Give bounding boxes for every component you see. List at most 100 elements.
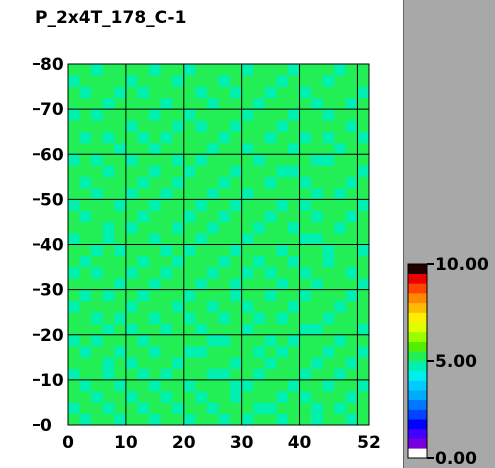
heat-cell — [241, 357, 254, 369]
heat-cell — [230, 199, 242, 211]
heat-cell — [322, 176, 335, 189]
heat-cell — [149, 300, 161, 313]
heat-cell — [322, 391, 335, 403]
heat-cell — [334, 278, 347, 290]
heat-cell — [345, 221, 358, 234]
heat-cell — [149, 334, 161, 347]
heat-cell — [253, 379, 266, 392]
colorbar-step — [408, 448, 427, 459]
heat-cell — [345, 413, 358, 426]
y-tick-label: 30 — [40, 281, 64, 301]
heat-cell — [345, 357, 358, 369]
heat-cell — [264, 368, 277, 381]
heat-cell — [172, 278, 185, 290]
heat-cell — [241, 391, 254, 403]
heat-cell — [160, 86, 173, 99]
heat-cell — [230, 379, 242, 392]
heat-cell — [114, 289, 127, 302]
heat-cell — [68, 154, 80, 166]
colorbar-step — [408, 293, 427, 304]
heat-cell — [172, 289, 185, 302]
heat-cell — [357, 379, 370, 392]
heat-cell — [276, 154, 289, 166]
heat-cell — [68, 120, 80, 132]
heat-cell — [125, 289, 138, 302]
heat-cell — [287, 334, 300, 347]
heat-cell — [357, 278, 370, 290]
heat-cell — [79, 413, 92, 426]
heat-cell — [160, 346, 173, 358]
heat-cell — [345, 142, 358, 155]
heat-cell — [299, 413, 312, 426]
heat-cell — [241, 188, 254, 200]
heat-cell — [357, 289, 370, 302]
heat-cell — [137, 142, 150, 155]
heat-cell — [206, 413, 219, 426]
heat-cell — [241, 267, 254, 279]
heat-cell — [195, 244, 208, 257]
heat-cell — [172, 379, 185, 392]
heat-cell — [264, 221, 277, 234]
heat-cell — [276, 323, 289, 336]
heat-cell — [218, 199, 231, 211]
heat-cell — [125, 120, 138, 132]
heat-cell — [345, 64, 358, 76]
heat-cell — [253, 368, 266, 381]
heat-cell — [68, 142, 80, 155]
heat-cell — [276, 75, 289, 87]
colorbar-step — [408, 438, 427, 449]
heat-cell — [68, 165, 80, 178]
heat-cell — [172, 86, 185, 99]
heat-cell — [149, 379, 161, 392]
heat-cell — [91, 233, 104, 245]
heat-cell — [253, 346, 266, 358]
heat-cell — [357, 267, 370, 279]
heat-cell — [183, 278, 196, 290]
colorbar-step — [408, 312, 427, 323]
heat-cell — [299, 199, 312, 211]
heat-cell — [276, 233, 289, 245]
heat-cell — [334, 233, 347, 245]
heat-cell — [137, 75, 150, 87]
heat-cell — [149, 109, 161, 121]
heat-cell — [241, 334, 254, 347]
heat-cell — [334, 210, 347, 223]
colorbar-step — [408, 370, 427, 381]
heat-cell — [206, 267, 219, 279]
heat-cell — [253, 154, 266, 166]
heat-cell — [230, 165, 242, 178]
heat-cell — [137, 357, 150, 369]
heat-cell — [345, 86, 358, 99]
heat-cell — [287, 391, 300, 403]
heat-cell — [183, 300, 196, 313]
heat-cell — [311, 379, 323, 392]
heat-cell — [125, 131, 138, 144]
heat-cell — [299, 323, 312, 336]
heat-cell — [276, 368, 289, 381]
heat-cell — [230, 188, 242, 200]
heat-cell — [253, 413, 266, 426]
heat-cell — [322, 312, 335, 324]
heat-cell — [91, 300, 104, 313]
heat-cell — [241, 64, 254, 76]
heat-cell — [183, 131, 196, 144]
heat-cell — [137, 379, 150, 392]
heat-cell — [264, 244, 277, 257]
heat-cell — [253, 109, 266, 121]
heat-cell — [357, 75, 370, 87]
heat-cell — [206, 312, 219, 324]
heat-cell — [114, 402, 127, 415]
heat-cell — [137, 346, 150, 358]
heat-cell — [114, 142, 127, 155]
heat-cell — [125, 109, 138, 121]
heat-cell — [91, 357, 104, 369]
heat-cell — [357, 391, 370, 403]
heat-cell — [206, 300, 219, 313]
heat-cell — [287, 278, 300, 290]
heat-cell — [183, 142, 196, 155]
y-tick-label: 80 — [40, 55, 64, 75]
heat-cell — [322, 154, 335, 166]
heat-cell — [311, 154, 323, 166]
heat-cell — [334, 391, 347, 403]
heat-cell — [195, 131, 208, 144]
